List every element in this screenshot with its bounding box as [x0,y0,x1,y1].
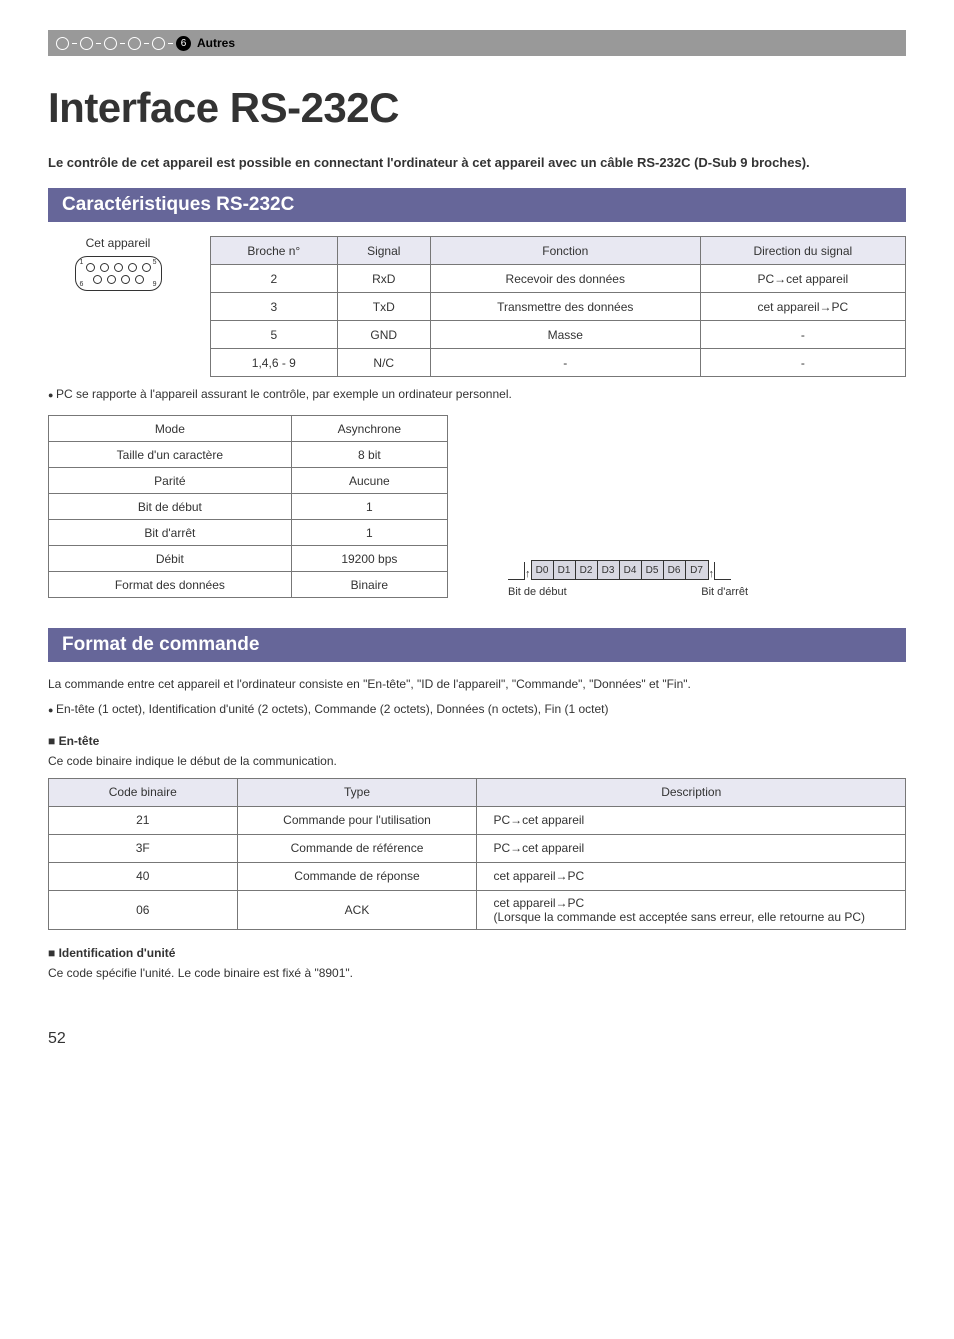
para-text: La commande entre cet appareil et l'ordi… [48,676,906,693]
table-row: 1,4,6 - 9N/C-- [211,349,906,377]
crumb-dash-icon [168,43,173,44]
col-header: Broche n° [211,237,338,265]
crumb-circle-icon [128,37,141,50]
breadcrumb: 6 Autres [48,30,906,56]
bit-start-label: Bit de début [508,586,567,598]
crumb-dash-icon [72,43,77,44]
section-heading-format: Format de commande [48,628,906,662]
crumb-dash-icon [144,43,149,44]
intro-text: Le contrôle de cet appareil est possible… [48,154,906,172]
table-row: Débit19200 bps [49,546,448,572]
connector-icon: 1 5 6 9 [75,256,162,291]
mode-row: ModeAsynchrone Taille d'un caractère8 bi… [48,415,906,598]
table-row: Bit d'arrêt1 [49,520,448,546]
crumb-dash-icon [120,43,125,44]
spec-row: Cet appareil 1 5 6 9 Broche n° Signal Fo… [48,236,906,377]
col-header: Signal [337,237,430,265]
crumb-label: Autres [197,36,235,50]
table-header-row: Broche n° Signal Fonction Direction du s… [211,237,906,265]
note-text: PC se rapporte à l'appareil assurant le … [48,387,906,401]
section-heading-specs: Caractéristiques RS-232C [48,188,906,222]
device-column: Cet appareil 1 5 6 9 [48,236,188,377]
table-row: 3FCommande de référencePC→cet appareil [49,834,906,862]
bit-diagram: ↑ D0 D1 D2 D3 D4 D5 D6 D7 ↑ Bit de début… [508,560,748,598]
page-number: 52 [48,1030,906,1048]
crumb-circle-icon [104,37,117,50]
table-row: 3TxDTransmettre des donnéescet appareil→… [211,293,906,321]
table-row: Taille d'un caractère8 bit [49,442,448,468]
bit-stop-label: Bit d'arrêt [701,586,748,598]
table-row: Format des donnéesBinaire [49,572,448,598]
col-header: Type [237,778,477,806]
crumb-number: 6 [176,36,191,51]
crumb-dash-icon [96,43,101,44]
col-header: Fonction [430,237,700,265]
sub-heading: Identification d'unité [48,946,906,960]
sub-text: Ce code binaire indique le début de la c… [48,754,906,768]
table-row: 2RxDRecevoir des donnéesPC→cet appareil [211,265,906,293]
mode-table: ModeAsynchrone Taille d'un caractère8 bi… [48,415,448,598]
col-header: Direction du signal [700,237,905,265]
table-row: Bit de début1 [49,494,448,520]
col-header: Code binaire [49,778,238,806]
table-row: 21Commande pour l'utilisationPC→cet appa… [49,806,906,834]
sub-text: Ce code spécifie l'unité. Le code binair… [48,966,906,980]
pins-table: Broche n° Signal Fonction Direction du s… [210,236,906,377]
para-bullet-text: En-tête (1 octet), Identification d'unit… [48,701,906,718]
crumb-circle-icon [152,37,165,50]
crumb-circle-icon [56,37,69,50]
table-row: ModeAsynchrone [49,416,448,442]
table-row: 5GNDMasse- [211,321,906,349]
table-row: 06ACKcet appareil→PC (Lorsque la command… [49,890,906,929]
page-title: Interface RS-232C [48,84,906,132]
table-header-row: Code binaire Type Description [49,778,906,806]
header-table: Code binaire Type Description 21Commande… [48,778,906,930]
table-row: 40Commande de réponsecet appareil→PC [49,862,906,890]
table-row: ParitéAucune [49,468,448,494]
device-label: Cet appareil [48,236,188,250]
crumb-circle-icon [80,37,93,50]
sub-heading: En-tête [48,734,906,748]
bit-boxes: D0 D1 D2 D3 D4 D5 D6 D7 [531,560,709,580]
col-header: Description [477,778,906,806]
